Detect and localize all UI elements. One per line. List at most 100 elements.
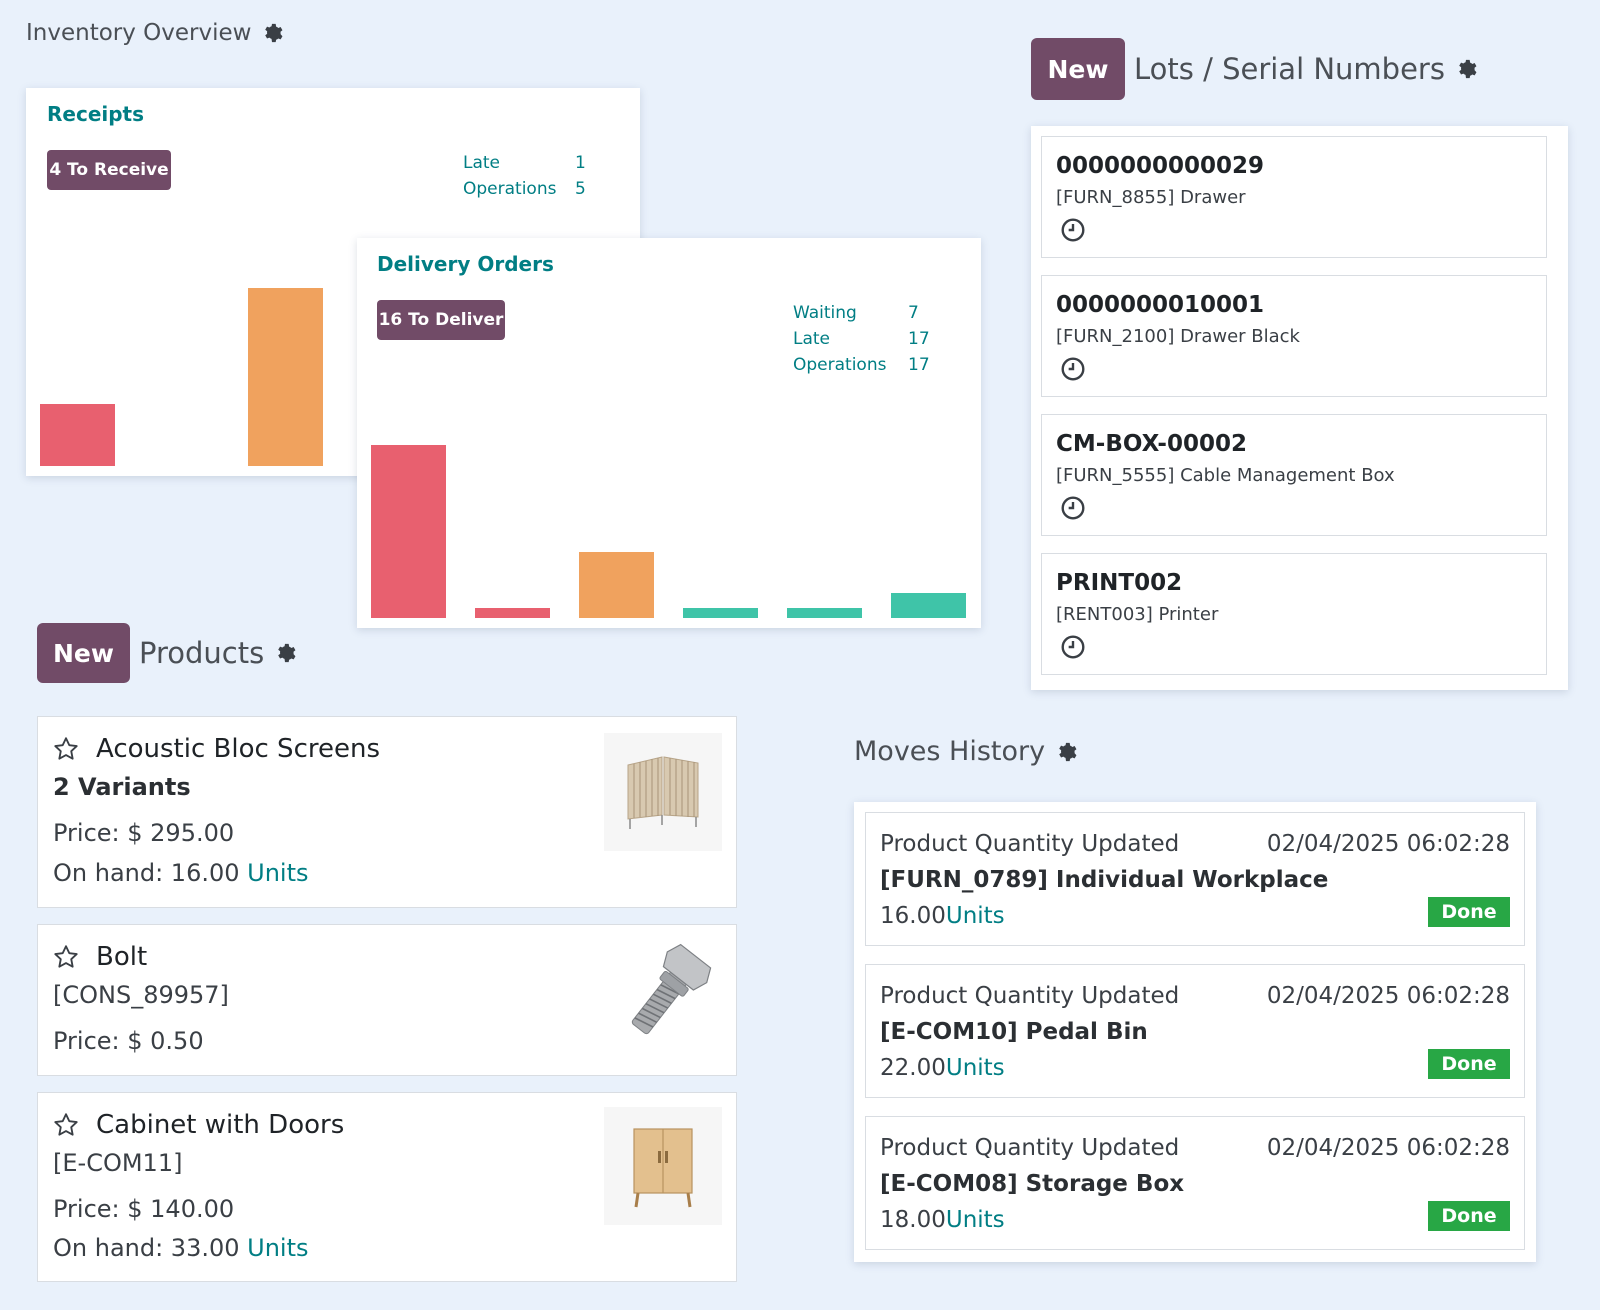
receipts-title[interactable]: Receipts xyxy=(47,102,145,126)
stat-value: 17 xyxy=(908,355,930,375)
product-reference: [CONS_89957] xyxy=(53,981,229,1009)
inventory-overview-title: Inventory Overview xyxy=(26,20,252,46)
product-price: Price: $ 140.00 xyxy=(53,1195,235,1223)
status-badge: Done xyxy=(1428,1049,1510,1079)
clock-icon[interactable] xyxy=(1060,634,1086,660)
qty-unit: Units xyxy=(945,903,1005,929)
gear-icon[interactable] xyxy=(1455,58,1477,80)
clock-icon[interactable] xyxy=(1060,217,1086,243)
products-new-button[interactable]: New xyxy=(37,623,130,683)
stat-operations[interactable]: Operations 5 xyxy=(463,176,586,202)
qty-value: 16.00 xyxy=(880,903,946,929)
stat-label: Operations xyxy=(793,355,887,375)
product-name: Cabinet with Doors xyxy=(96,1110,345,1140)
delivery-stats: Waiting 7 Late 17 Operations 17 xyxy=(793,300,930,378)
chart-bar[interactable] xyxy=(475,607,550,618)
chart-bar[interactable] xyxy=(787,607,862,618)
star-icon[interactable] xyxy=(52,1111,80,1139)
lot-code: 0000000000029 xyxy=(1056,153,1265,179)
chart-bar[interactable] xyxy=(579,551,654,618)
move-product: [FURN_0789] Individual Workplace xyxy=(880,867,1329,893)
receipts-stats: Late 1 Operations 5 xyxy=(463,150,586,202)
move-card[interactable]: Product Quantity Updated 02/04/2025 06:0… xyxy=(865,812,1525,946)
stat-late[interactable]: Late 17 xyxy=(793,326,930,352)
star-icon[interactable] xyxy=(52,735,80,763)
product-name: Bolt xyxy=(96,942,148,972)
onhand-unit: Units xyxy=(247,1234,309,1262)
product-variants: 2 Variants xyxy=(53,773,191,801)
move-type: Product Quantity Updated xyxy=(880,831,1180,857)
product-onhand: On hand: 16.00 Units xyxy=(53,859,309,887)
move-type: Product Quantity Updated xyxy=(880,983,1180,1009)
stat-value: 1 xyxy=(575,153,586,173)
product-reference: [E-COM11] xyxy=(53,1149,183,1177)
product-price: Price: $ 295.00 xyxy=(53,819,235,847)
gear-icon[interactable] xyxy=(1055,741,1077,763)
product-card[interactable]: Acoustic Bloc Screens 2 Variants Price: … xyxy=(37,716,737,908)
move-product: [E-COM10] Pedal Bin xyxy=(880,1019,1148,1045)
delivery-chart xyxy=(371,378,971,618)
products-title: Products xyxy=(139,636,265,670)
move-type: Product Quantity Updated xyxy=(880,1135,1180,1161)
move-date: 02/04/2025 06:02:28 xyxy=(1266,1135,1510,1161)
star-icon[interactable] xyxy=(52,943,80,971)
move-card[interactable]: Product Quantity Updated 02/04/2025 06:0… xyxy=(865,964,1525,1098)
move-product: [E-COM08] Storage Box xyxy=(880,1171,1185,1197)
lot-card[interactable]: 0000000010001 [FURN_2100] Drawer Black xyxy=(1041,275,1547,397)
move-quantity: 18.00Units xyxy=(880,1207,1005,1233)
onhand-unit: Units xyxy=(247,859,309,887)
move-quantity: 22.00Units xyxy=(880,1055,1005,1081)
moves-header: Moves History xyxy=(854,736,1077,767)
clock-icon[interactable] xyxy=(1060,495,1086,521)
lot-code: 0000000010001 xyxy=(1056,292,1265,318)
product-name: Acoustic Bloc Screens xyxy=(96,734,380,764)
stat-value: 7 xyxy=(908,303,919,323)
product-image xyxy=(604,733,722,851)
onhand-label: On hand: 16.00 xyxy=(53,859,248,887)
lot-card[interactable]: 0000000000029 [FURN_8855] Drawer xyxy=(1041,136,1547,258)
onhand-label: On hand: 33.00 xyxy=(53,1234,248,1262)
product-price: Price: $ 0.50 xyxy=(53,1027,204,1055)
lots-new-button[interactable]: New xyxy=(1031,38,1125,100)
chart-bar[interactable] xyxy=(683,607,758,618)
product-onhand: On hand: 33.00 Units xyxy=(53,1234,309,1262)
gear-icon[interactable] xyxy=(274,642,296,664)
stat-value: 5 xyxy=(575,179,586,199)
delivery-card[interactable]: Delivery Orders 16 To Deliver Waiting 7 L… xyxy=(357,238,981,628)
gear-icon[interactable] xyxy=(261,22,283,44)
clock-icon[interactable] xyxy=(1060,356,1086,382)
chart-bar[interactable] xyxy=(371,444,446,618)
moves-title: Moves History xyxy=(854,736,1046,767)
stat-operations[interactable]: Operations 17 xyxy=(793,352,930,378)
lot-code: PRINT002 xyxy=(1056,570,1183,596)
delivery-title[interactable]: Delivery Orders xyxy=(377,252,554,276)
to-deliver-button[interactable]: 16 To Deliver xyxy=(377,300,505,340)
lots-header: Lots / Serial Numbers xyxy=(1134,52,1477,86)
move-card[interactable]: Product Quantity Updated 02/04/2025 06:0… xyxy=(865,1116,1525,1250)
qty-unit: Units xyxy=(945,1207,1005,1233)
lots-title: Lots / Serial Numbers xyxy=(1134,52,1445,86)
stat-label: Late xyxy=(463,153,501,173)
lot-product: [FURN_2100] Drawer Black xyxy=(1056,326,1300,347)
qty-value: 18.00 xyxy=(880,1207,946,1233)
chart-bar[interactable] xyxy=(248,288,323,466)
stat-label: Late xyxy=(793,329,831,349)
stat-waiting[interactable]: Waiting 7 xyxy=(793,300,930,326)
product-image xyxy=(604,1107,722,1225)
move-date: 02/04/2025 06:02:28 xyxy=(1266,831,1510,857)
chart-bar[interactable] xyxy=(891,592,966,618)
stat-label: Waiting xyxy=(793,303,857,323)
products-header: Products xyxy=(139,636,296,670)
move-quantity: 16.00Units xyxy=(880,903,1005,929)
to-receive-button[interactable]: 4 To Receive xyxy=(47,150,171,190)
product-card[interactable]: Bolt [CONS_89957] Price: $ 0.50 xyxy=(37,924,737,1076)
lot-code: CM-BOX-00002 xyxy=(1056,431,1247,457)
lot-card[interactable]: PRINT002 [RENT003] Printer xyxy=(1041,553,1547,675)
status-badge: Done xyxy=(1428,897,1510,927)
chart-bar[interactable] xyxy=(40,404,115,466)
lot-card[interactable]: CM-BOX-00002 [FURN_5555] Cable Managemen… xyxy=(1041,414,1547,536)
product-image xyxy=(604,939,722,1057)
stat-late[interactable]: Late 1 xyxy=(463,150,586,176)
product-card[interactable]: Cabinet with Doors [E-COM11] Price: $ 14… xyxy=(37,1092,737,1282)
move-date: 02/04/2025 06:02:28 xyxy=(1266,983,1510,1009)
